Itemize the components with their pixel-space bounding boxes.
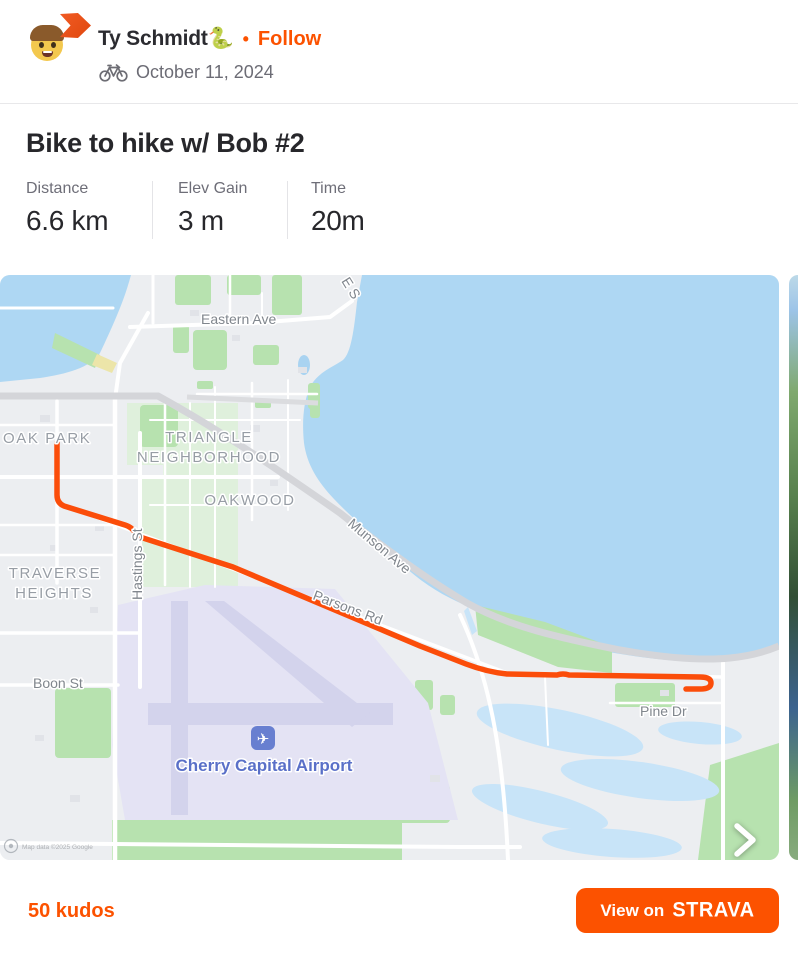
snake-emoji: 🐍 [207,27,234,50]
stat-label: Distance [26,180,89,197]
kudos-count: 50 kudos [28,900,115,922]
airport-icon: ✈ [251,726,275,750]
neighborhood-label: OAKWOOD [204,492,295,509]
stat-distance: Distance 6.6 km [26,180,109,237]
activity-date: October 11, 2024 [136,61,274,82]
avatar-teeth [43,51,52,53]
map-parks [52,275,779,860]
route-map[interactable]: ✈ Eastern Ave E S OAK PARK TRIANGLE NEIG… [0,275,779,860]
stat-label: Time [311,180,346,197]
follow-link[interactable]: Follow [257,27,322,50]
neighborhood-label: NEIGHBORHOOD [137,449,281,466]
map-beach [92,354,117,373]
avatar-eye [51,42,56,48]
neighborhood-label: TRAVERSE [9,565,102,582]
bicycle-icon [99,64,128,82]
road-label: Hastings St [129,528,145,600]
strava-wordmark: STRAVA [672,898,755,922]
separator-dot: • [242,28,249,49]
carousel-next-slide-preview[interactable] [789,275,798,860]
neighborhood-label: HEIGHTS [15,585,93,602]
stat-elev-gain: Elev Gain 3 m [178,180,247,237]
stat-value: 20m [311,205,365,236]
avatar[interactable] [29,23,69,63]
road-label: Boon St [33,675,83,691]
svg-text:Map data ©2025 Google: Map data ©2025 Google [22,843,93,851]
carousel-next-icon[interactable] [725,819,763,860]
map-airport-area [112,585,458,820]
stat-value: 3 m [178,205,224,236]
stat-value: 6.6 km [26,205,109,236]
map-attribution: Map data ©2025 Google [3,838,93,854]
poi-label: Cherry Capital Airport [176,756,353,775]
stat-label: Elev Gain [178,180,248,197]
avatar-hair [30,25,64,41]
stat-divider [287,181,288,239]
activity-route-line [54,440,714,692]
neighborhood-label: OAK PARK [3,430,91,447]
activity-meta-row: October 11, 2024 [99,61,274,83]
view-on-strava-button[interactable]: View on STRAVA [576,888,779,933]
athlete-row: Ty Schmidt🐍 • Follow [98,27,321,51]
avatar-mouth [42,51,53,57]
header-divider [0,103,798,104]
map-buildings [35,310,669,802]
road-label: Pine Dr [640,703,687,719]
stat-time: Time 20m [311,180,365,237]
stat-divider [152,181,153,239]
map-tree-areas [127,403,238,587]
athlete-name[interactable]: Ty Schmidt🐍 [98,27,234,50]
map-marsh [464,607,742,858]
road-label: Eastern Ave [201,311,276,327]
map-highway [0,392,779,663]
neighborhood-label: TRIANGLE [165,429,253,446]
view-on-label: View on [600,900,665,920]
svg-text:✈: ✈ [257,731,270,748]
avatar-eye [39,42,44,48]
activity-title[interactable]: Bike to hike w/ Bob #2 [26,128,305,158]
